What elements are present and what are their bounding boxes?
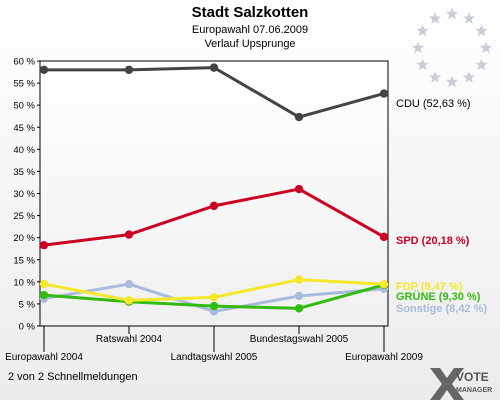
data-point — [294, 184, 304, 194]
y-tick-label: 35 % — [13, 167, 35, 178]
logo-text-manager: MANAGER — [456, 387, 492, 394]
y-tick-label: 25 % — [13, 211, 35, 222]
chart-subtitle-2: Verlauf Upsprunge — [204, 38, 295, 50]
eu-star — [462, 70, 476, 83]
series-end-label: CDU (52,63 %) — [396, 98, 471, 110]
y-tick-label: 40 % — [13, 145, 35, 156]
data-point — [294, 304, 304, 313]
series-end-label: GRÜNE (9,30 %) — [396, 290, 481, 303]
series-end-label: Sonstige (8,42 %) — [396, 303, 487, 315]
y-tick-label: 50 % — [13, 101, 35, 112]
y-tick-label: 55 % — [13, 79, 35, 90]
eu-star — [479, 41, 493, 54]
eu-star — [445, 75, 459, 88]
data-point — [209, 293, 219, 302]
data-point — [294, 112, 304, 122]
votemanager-logo: VOTE MANAGER — [430, 368, 492, 400]
y-tick-label: 60 % — [13, 57, 35, 68]
data-point — [209, 201, 219, 211]
eu-star — [445, 7, 459, 20]
data-point — [209, 301, 219, 311]
series-end-label: SPD (20,18 %) — [396, 235, 470, 247]
footer-text: 2 von 2 Schnellmeldungen — [8, 371, 138, 383]
y-tick-label: 30 % — [13, 189, 35, 200]
eu-star — [428, 70, 442, 83]
eu-star — [411, 41, 425, 54]
y-tick-label: 45 % — [13, 123, 35, 134]
y-tick-label: 10 % — [13, 277, 35, 288]
y-tick-label: 20 % — [13, 233, 35, 244]
eu-star — [428, 12, 442, 24]
data-point — [124, 279, 134, 289]
plot-area — [39, 60, 389, 327]
x-tick-label: Landtagswahl 2005 — [171, 352, 258, 363]
y-tick-label: 15 % — [13, 255, 35, 266]
series-layer — [39, 63, 389, 316]
data-point — [124, 65, 134, 75]
x-tick-label: Bundestagswahl 2005 — [250, 334, 349, 345]
data-point — [124, 230, 134, 239]
series-end-label: FDP (9,47 %) — [396, 281, 463, 293]
x-axis: Europawahl 2004 Ratswahl 2004 Landtagswahl… — [5, 326, 423, 363]
eu-stars-icon — [411, 7, 493, 88]
y-axis: 0 % 5 % 10 % 15 % 20 % 25 % 30 % 35 % 40 % 45 % 50… — [13, 57, 40, 333]
y-tick-label: 5 % — [19, 299, 36, 310]
logo-text-vote: VOTE — [456, 370, 489, 384]
eu-star — [475, 24, 488, 37]
data-point — [379, 279, 389, 289]
series-labels: CDU (52,63 %) SPD (20,18 %) FDP (9,47 %)GR… — [396, 98, 487, 315]
data-point — [39, 240, 49, 250]
data-point — [39, 279, 49, 289]
data-point — [39, 65, 49, 75]
y-tick-label: 0 % — [19, 322, 36, 333]
eu-star — [475, 58, 488, 71]
data-point — [294, 275, 304, 284]
eu-star — [462, 12, 476, 24]
logo-x-icon — [430, 368, 464, 400]
chart-title: Stadt Salzkotten — [192, 4, 309, 21]
data-point — [124, 296, 134, 305]
data-point — [209, 63, 219, 72]
x-tick-label: Europawahl 2004 — [5, 352, 83, 363]
data-point — [39, 290, 49, 300]
data-point — [379, 232, 389, 242]
x-tick-label: Europawahl 2009 — [345, 352, 423, 363]
x-tick-label: Ratswahl 2004 — [96, 334, 163, 345]
eu-star — [416, 24, 429, 37]
eu-star — [416, 58, 429, 71]
data-point — [294, 291, 304, 301]
data-point — [379, 89, 389, 98]
chart-subtitle: Europawahl 07.06.2009 — [192, 24, 308, 36]
